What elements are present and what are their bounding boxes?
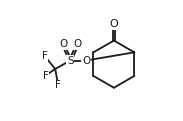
Text: F: F xyxy=(42,51,48,61)
Text: O: O xyxy=(82,56,90,65)
Text: F: F xyxy=(43,71,48,81)
Text: S: S xyxy=(67,56,74,65)
Text: O: O xyxy=(73,39,82,49)
Text: O: O xyxy=(109,19,118,29)
Text: O: O xyxy=(59,39,67,49)
Text: F: F xyxy=(55,80,61,90)
